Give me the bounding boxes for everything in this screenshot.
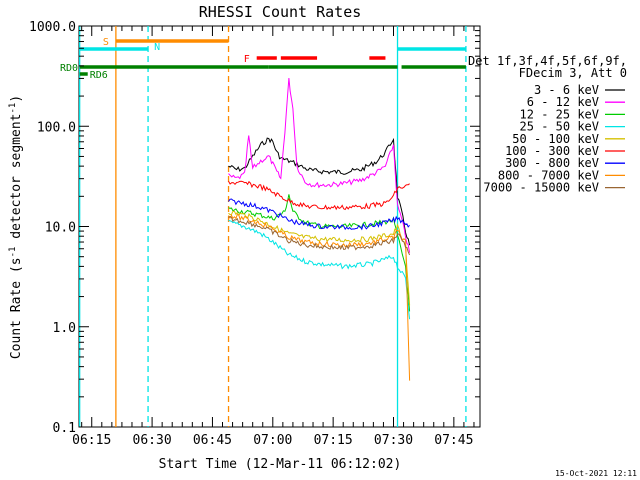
- y-axis-label-mid: detector segment: [9, 114, 24, 247]
- x-axis-ticks: 06:15 06:30 06:45 07:00 07:15 07:30 07:45: [72, 26, 475, 448]
- legend-label-8: 7000 - 15000 keV: [483, 181, 599, 195]
- flag-label-s: S: [103, 37, 109, 48]
- y-tick-label-2: 10.0: [45, 221, 76, 236]
- series-line-6: [228, 198, 410, 231]
- legend-header-line-1: Det 1f,3f,4f,5f,6f,9f,: [468, 54, 627, 68]
- legend-label-6: 300 - 800 keV: [505, 156, 599, 170]
- series-line-5: [228, 180, 410, 211]
- series-line-1: [228, 77, 411, 253]
- series-line-3: [228, 219, 411, 320]
- x-tick-label-5: 07:30: [374, 433, 413, 448]
- series-line-8: [228, 216, 411, 256]
- x-tick-label-4: 07:15: [314, 433, 353, 448]
- footer-timestamp: 15-Oct-2021 12:11: [555, 469, 637, 478]
- legend-label-2: 12 - 25 keV: [520, 107, 599, 121]
- legend-label-7: 800 - 7000 keV: [498, 168, 599, 182]
- x-tick-label-0: 06:15: [72, 433, 111, 448]
- y-axis-label: Count Rate (s-1 detector segment-1): [8, 95, 24, 359]
- y-axis-label-sup1: -1: [8, 247, 18, 258]
- x-tick-label-2: 06:45: [193, 433, 232, 448]
- x-tick-label-6: 07:45: [434, 433, 473, 448]
- legend-label-3: 25 - 50 keV: [520, 120, 599, 134]
- y-tick-label-3: 100.0: [37, 120, 76, 135]
- x-axis-label: Start Time (12-Mar-11 06:12:02): [159, 457, 402, 472]
- y-axis-label-end: ): [9, 95, 24, 103]
- series-line-7: [228, 214, 411, 381]
- series-line-0: [228, 137, 411, 246]
- flag-label-n: N: [154, 42, 160, 53]
- legend-label-5: 100 - 300 keV: [505, 144, 599, 158]
- series-lines: [228, 77, 411, 381]
- y-tick-label-1: 1.0: [53, 321, 76, 336]
- series-line-2: [228, 194, 411, 312]
- series-line-4: [228, 210, 411, 306]
- flag-label-rd6: RD6: [90, 70, 108, 81]
- legend-header-line-2: FDecim 3, Att 0: [519, 66, 627, 80]
- legend: Det 1f,3f,4f,5f,6f,9f, FDecim 3, Att 0 3…: [468, 54, 627, 195]
- flag-label-rd0: RD0: [60, 63, 78, 74]
- y-tick-label-0: 0.1: [53, 421, 76, 436]
- legend-label-0: 3 - 6 keV: [534, 83, 599, 97]
- y-axis-ticks: 0.1 1.0 10.0 100.0 1000.0: [29, 20, 480, 436]
- plot-frame: [78, 25, 481, 428]
- chart-title: RHESSI Count Rates: [199, 3, 362, 21]
- legend-label-4: 50 - 100 keV: [512, 132, 599, 146]
- flag-label-f: F: [244, 54, 250, 65]
- y-axis-label-main: Count Rate (s: [9, 257, 24, 359]
- flag-bars: S N F RD0 RD6: [60, 37, 466, 81]
- y-tick-label-4: 1000.0: [29, 20, 76, 35]
- y-axis-label-sup2: -1: [8, 103, 18, 114]
- legend-label-1: 6 - 12 keV: [527, 95, 599, 109]
- x-tick-label-3: 07:00: [253, 433, 292, 448]
- x-tick-label-1: 06:30: [133, 433, 172, 448]
